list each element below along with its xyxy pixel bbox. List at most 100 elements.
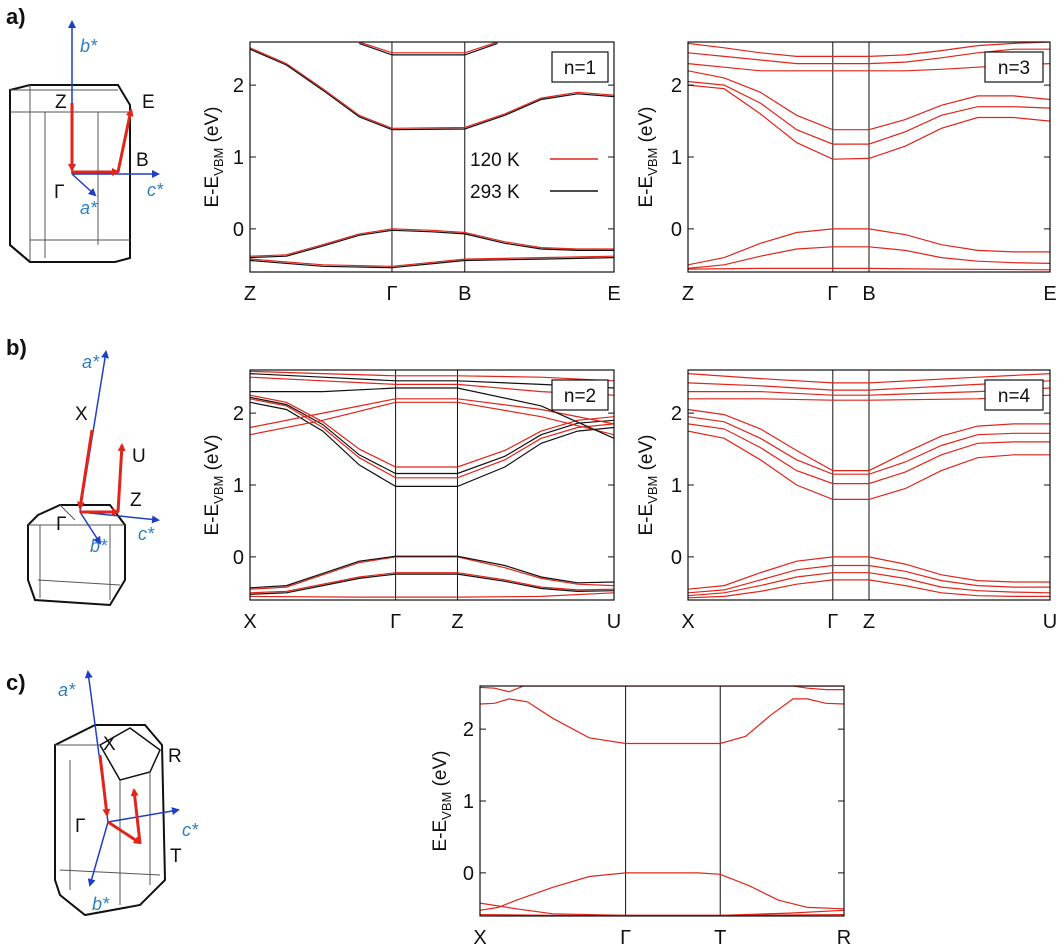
kpoint-label: B	[458, 283, 471, 305]
band-line-8	[688, 267, 1050, 271]
bz-a-point-e: E	[142, 92, 155, 113]
brillouin-zone-a	[9, 84, 131, 263]
y-axis-label-sub: VBM	[211, 148, 226, 176]
kpoint-label: Z	[863, 611, 875, 633]
y-axis-label: E-EVBM (eV)	[202, 434, 226, 535]
y-axis-label-main: E-E	[202, 176, 223, 208]
ytick-label: 0	[233, 219, 244, 241]
legend: 120 K 293 K	[470, 150, 598, 203]
kpoint-label: X	[243, 611, 256, 633]
y-axis-label: E-EVBM (eV)	[636, 106, 660, 207]
layer-count-label: n=2	[564, 386, 596, 407]
layer-count-box	[551, 379, 609, 411]
kpoint-label: Γ	[827, 611, 838, 633]
band-line-1	[250, 48, 614, 131]
series-group	[250, 42, 614, 269]
y-axis-label: E-EVBM (eV)	[202, 106, 226, 207]
band-line-5	[250, 229, 614, 259]
band-line-1	[250, 401, 614, 487]
band-line-4	[250, 401, 614, 436]
bz-c-kpath	[98, 754, 142, 845]
y-axis-label-sub: VBM	[645, 148, 660, 176]
bz-b-point-gamma: Γ	[56, 514, 66, 535]
kpoint-label: Γ	[386, 283, 397, 305]
band-line-12	[250, 572, 614, 594]
kpoint-label: R	[837, 927, 851, 949]
ytick-label: 2	[671, 75, 682, 97]
ytick-label: 1	[463, 791, 474, 813]
y-axis-label: E-EVBM (eV)	[636, 434, 660, 535]
band-line-10	[250, 556, 614, 590]
band-line-2	[250, 394, 614, 468]
layer-count-label: n=3	[998, 58, 1030, 79]
y-axis-label-main: E-E	[430, 820, 451, 852]
band-line-2	[688, 70, 1050, 131]
band-line-2	[792, 686, 844, 691]
panel-label-b: b)	[6, 335, 27, 360]
y-axis-label-unit: (eV)	[202, 106, 223, 147]
band-line-10	[688, 572, 1050, 597]
band-line-5	[688, 42, 1050, 58]
panel-label-a: a)	[6, 4, 26, 29]
band-line-11	[250, 555, 614, 589]
bz-c-axis-cstar: c*	[182, 820, 199, 840]
kpoint-label: X	[681, 611, 694, 633]
kpoint-label: Γ	[390, 611, 401, 633]
kpoint-label: B	[862, 283, 875, 305]
band-line-1	[688, 80, 1050, 145]
band-line-4	[480, 902, 844, 916]
layer-count-label: n=1	[564, 58, 596, 79]
bz-a-point-z: Z	[55, 92, 67, 113]
plot-b-n2: 0 1 2 X Γ Z U E-EVBM (eV) n=2	[202, 369, 621, 633]
bz-c-point-gamma: Γ	[75, 816, 85, 837]
ytick-label: 2	[671, 403, 682, 425]
bz-b-point-u: U	[132, 446, 146, 467]
band-line-7	[250, 257, 614, 269]
y-axis-label-unit: (eV)	[430, 750, 451, 791]
band-line-7	[688, 373, 1050, 384]
plot-b-n4: 0 1 2 X Γ Z U E-EVBM (eV) n=4	[636, 369, 1057, 633]
series-group	[480, 686, 844, 916]
kpoint-label: E	[1043, 283, 1056, 305]
bz-c-point-r: R	[168, 746, 182, 767]
ytick-label: 1	[671, 475, 682, 497]
series-group	[250, 370, 614, 598]
bz-a-axis-bstar: b*	[80, 36, 98, 56]
panel-label-c: c)	[6, 670, 26, 695]
ytick-label: 1	[671, 147, 682, 169]
kpoint-label: Z	[244, 283, 256, 305]
ytick-label: 0	[671, 219, 682, 241]
band-line-6	[250, 255, 614, 267]
y-axis-label-sub: VBM	[211, 476, 226, 504]
ytick-label: 0	[233, 547, 244, 569]
band-line-1	[480, 686, 844, 693]
layer-count-box	[984, 379, 1044, 411]
kpoint-label: Γ	[827, 283, 838, 305]
band-line-0	[250, 398, 614, 479]
bz-a-axis-cstar: c*	[147, 180, 164, 200]
kpoint-label: E	[607, 283, 620, 305]
y-axis-label-unit: (eV)	[636, 434, 657, 475]
band-line-0	[250, 47, 614, 129]
band-line-3	[688, 408, 1050, 472]
brillouin-zone-b	[27, 504, 126, 607]
legend-label-293k: 293 K	[470, 182, 520, 203]
kpoint-label: Z	[682, 283, 694, 305]
band-line-3	[480, 872, 844, 911]
bz-b-point-z: Z	[130, 490, 142, 511]
plot-c: 0 1 2 X Γ T R E-EVBM (eV)	[430, 685, 851, 949]
band-line-3	[250, 396, 614, 475]
band-line-8	[688, 556, 1050, 590]
band-line-11	[688, 579, 1050, 599]
bz-a-axis-astar: a*	[80, 198, 98, 218]
band-line-0	[688, 84, 1050, 160]
band-line-0	[480, 698, 844, 745]
plot-a-n1: 0 1 2 Z Γ B E E-EVBM (eV) n=1	[202, 41, 621, 305]
layer-count-box	[551, 51, 609, 83]
kpoint-label: U	[1043, 611, 1057, 633]
band-line-14	[250, 592, 614, 598]
bz-c-axis-bstar: b*	[92, 894, 110, 914]
bz-a-point-b: B	[136, 150, 149, 171]
band-line-0	[688, 430, 1050, 500]
